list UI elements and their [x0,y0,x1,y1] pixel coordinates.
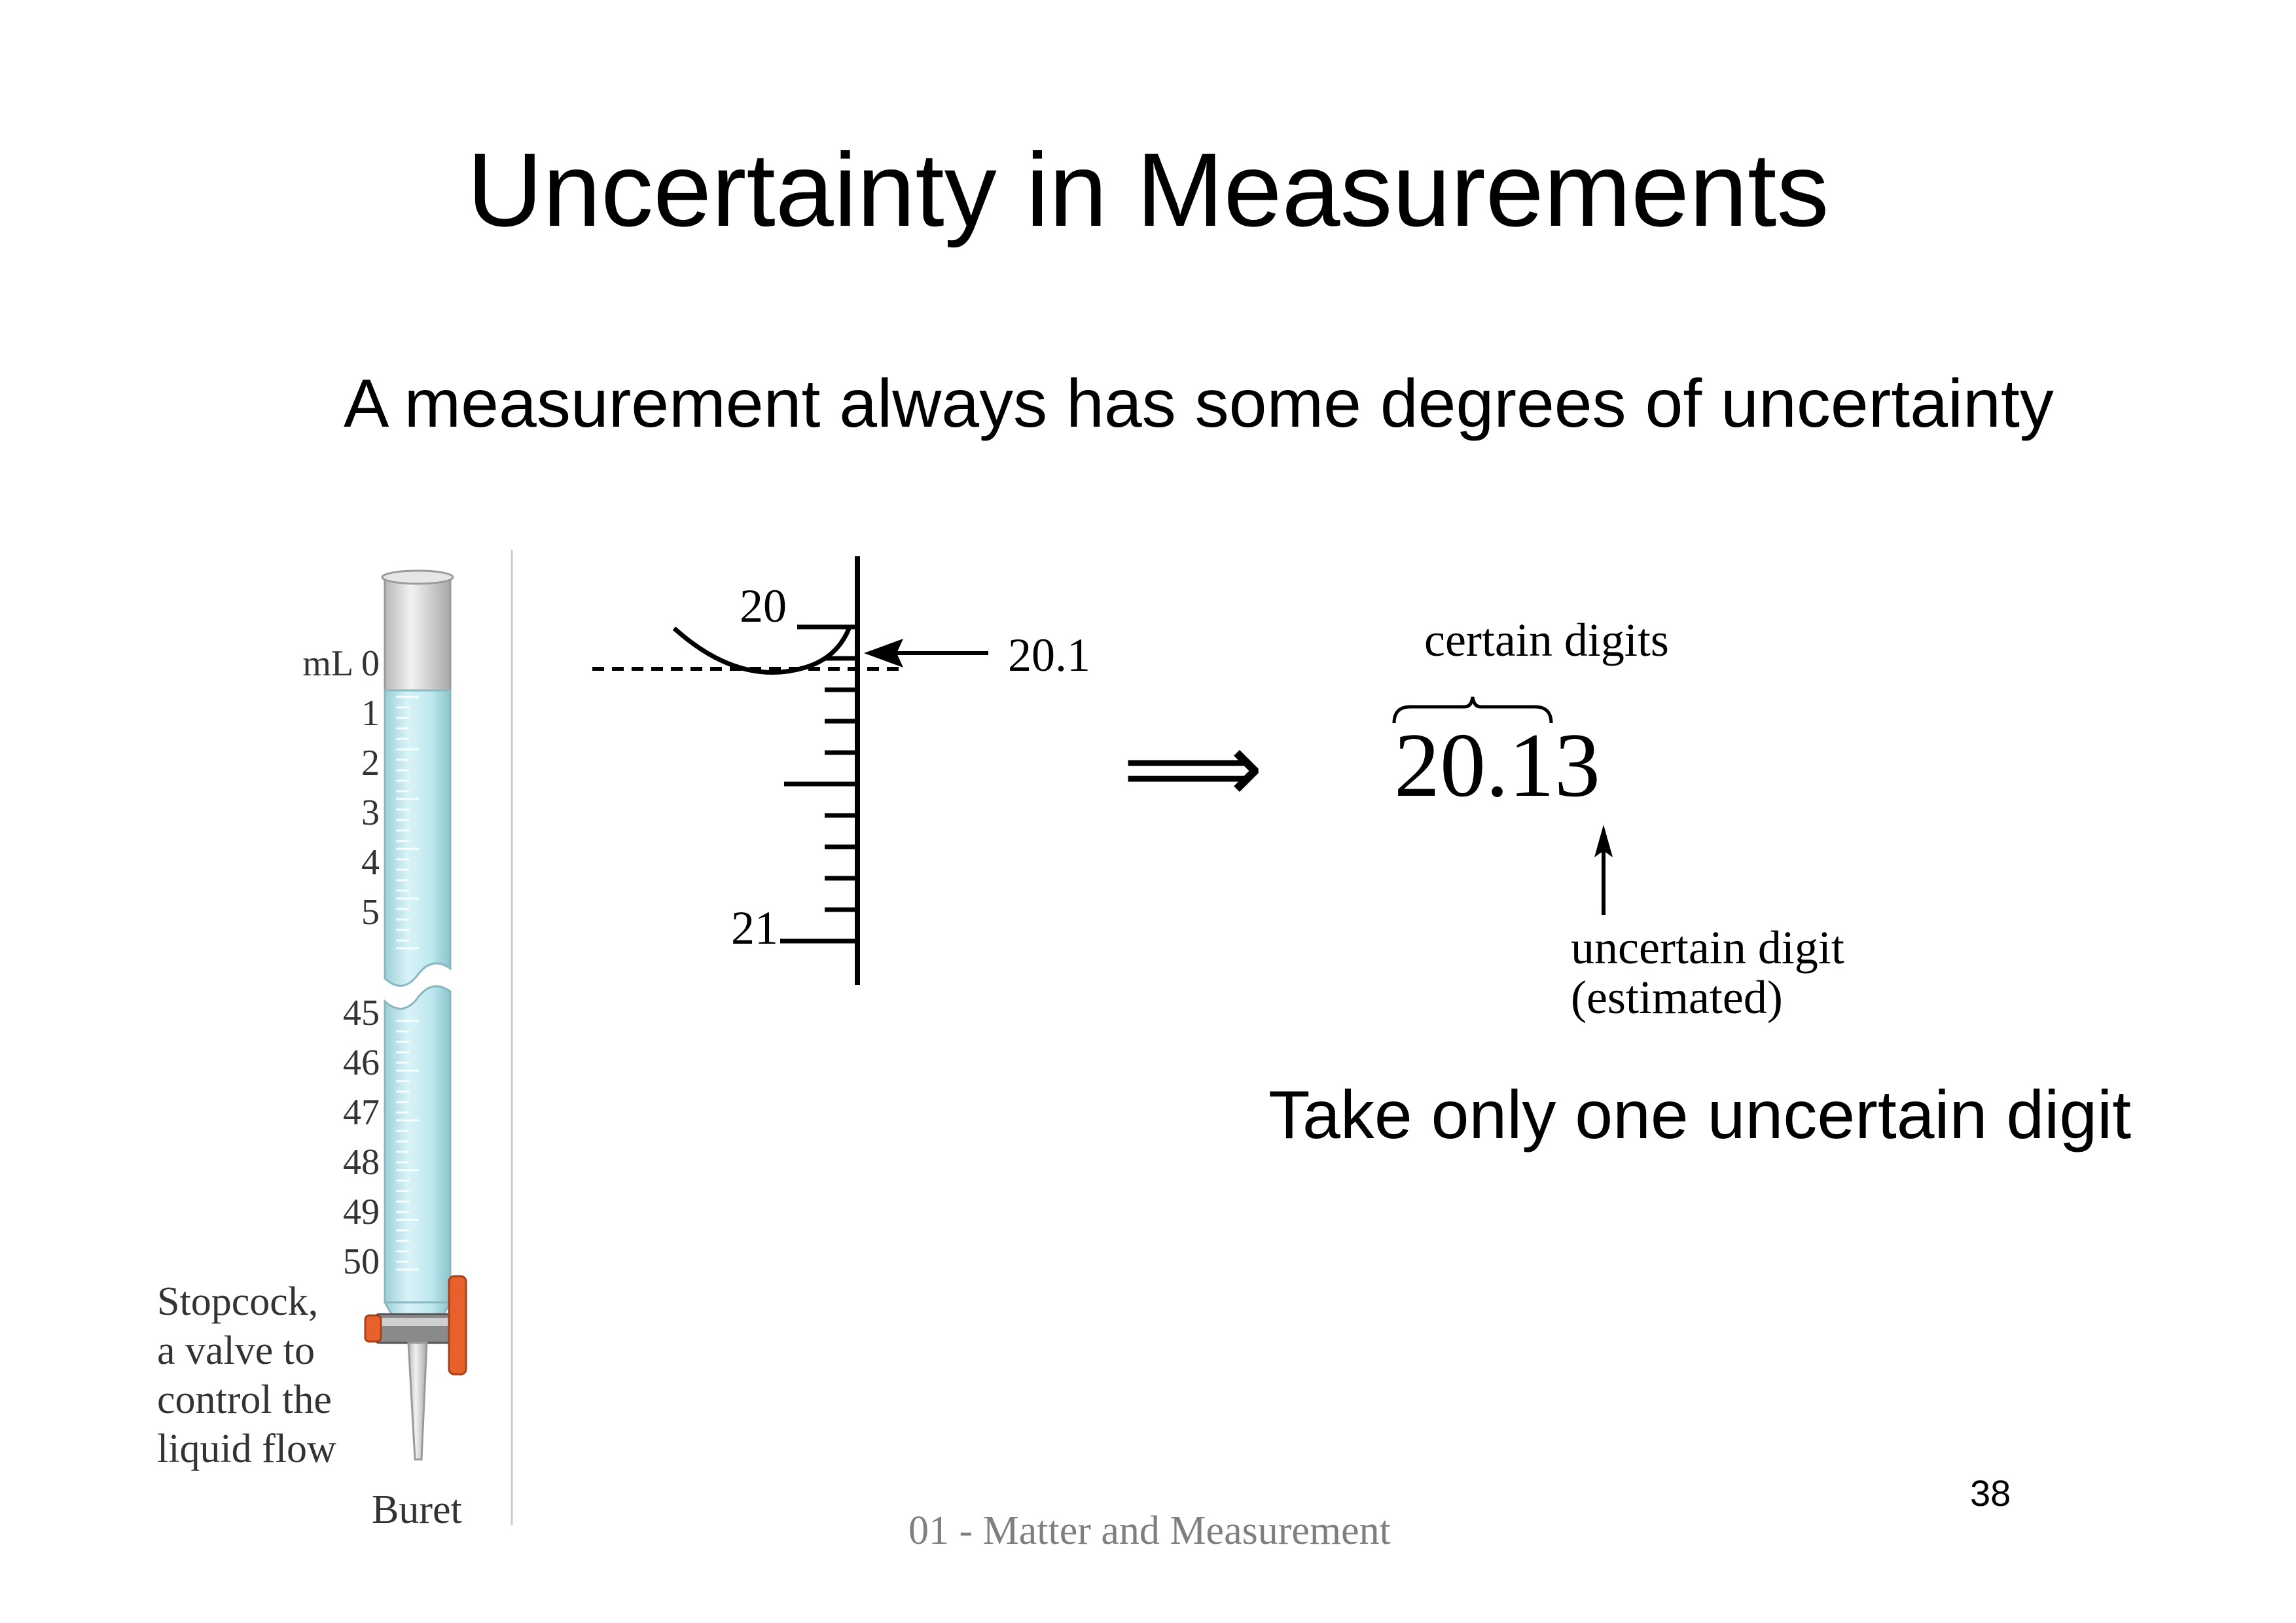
buret-mark-46: 46 [343,1043,380,1083]
scale-label-20: 20 [740,580,787,632]
digits-diagram: certain digits 20.13 uncertain digit (es… [1113,589,1964,1047]
stopcock-caption-line-3: control the [157,1378,332,1422]
buret-upper-liquid [384,689,452,987]
buret-mark-2: 2 [361,743,380,783]
uncertain-digit-arrow [1594,825,1613,915]
stopcock-caption-line-4: liquid flow [157,1427,336,1471]
implies-arrow: ⟹ [1122,715,1264,823]
stopcock-caption-line-2: a valve to [157,1329,315,1373]
scale-reading-label: 20.1 [1008,629,1090,681]
buret-lower-liquid [384,985,452,1304]
slide-subtitle: A measurement always has some degrees of… [344,366,2054,442]
buret-figure: mL 0 1 2 3 4 5 45 46 47 48 49 50 Stopcoc… [144,550,524,1531]
buret-unit-label: mL 0 [302,643,380,684]
slide-title: Uncertainty in Measurements [467,131,1829,248]
conclusion-text: Take only one uncertain digit [1268,1077,2132,1153]
buret-mark-1: 1 [361,693,380,734]
measurement-value: 20.13 [1394,715,1600,816]
scale-reading-diagram: 20 21 20.1 [576,550,1165,1008]
buret-tip [407,1342,428,1461]
buret-caption: Buret [372,1488,462,1532]
uncertain-digit-caption: uncertain digit [1571,921,1844,974]
buret-mark-4: 4 [361,842,380,883]
buret-illustration [364,550,513,1525]
stopcock-caption-line-1: Stopcock, [157,1279,319,1324]
buret-mark-5: 5 [361,892,380,933]
reading-arrow-head [864,639,903,668]
certain-digits-caption: certain digits [1424,614,1669,666]
slide-footer: 01 - Matter and Measurement [908,1508,1391,1553]
buret-mark-47: 47 [343,1092,380,1133]
buret-mark-3: 3 [361,793,380,833]
uncertain-digit-estimated: (estimated) [1571,971,1783,1024]
page-number: 38 [1970,1472,2011,1514]
buret-mark-48: 48 [343,1142,380,1183]
buret-glass-top [384,575,452,692]
scale-label-21: 21 [731,902,778,954]
buret-mark-50: 50 [343,1241,380,1282]
certain-digits-brace [1392,696,1553,724]
buret-mark-45: 45 [343,993,380,1033]
buret-mark-49: 49 [343,1192,380,1232]
meniscus-curve [672,626,852,675]
scale-illustration [592,556,988,985]
